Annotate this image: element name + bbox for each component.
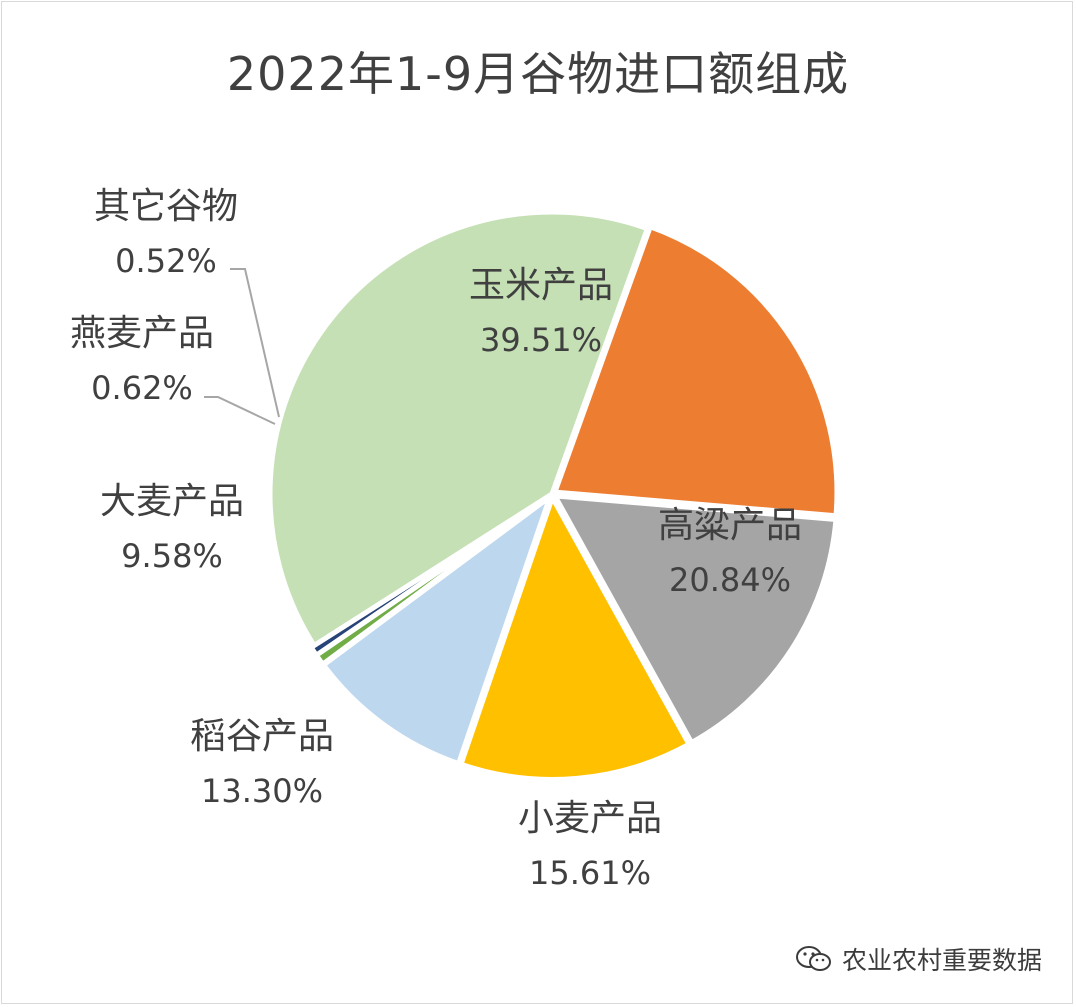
slice-label: 大麦产品 <box>100 481 244 522</box>
slice-value-label: 15.61% <box>529 854 651 892</box>
slice-label: 小麦产品 <box>518 798 662 839</box>
slice-value-label: 0.52% <box>115 242 217 280</box>
wechat-icon <box>795 946 831 971</box>
leader-line <box>204 396 276 425</box>
slice-label: 玉米产品 <box>469 265 613 306</box>
slice-label: 高粱产品 <box>658 505 802 546</box>
pie-slice <box>321 494 553 767</box>
slice-value-label: 13.30% <box>201 772 323 810</box>
slice-value-label: 39.51% <box>480 321 602 359</box>
slice-value-label: 20.84% <box>669 561 791 599</box>
pie-slice <box>552 224 840 519</box>
slice-value-label: 9.58% <box>121 537 223 575</box>
watermark: 农业农村重要数据 <box>794 941 1042 977</box>
slice-label: 燕麦产品 <box>70 313 214 354</box>
watermark-text: 农业农村重要数据 <box>841 946 1042 975</box>
slice-value-label: 0.62% <box>91 369 193 407</box>
leader-line <box>230 268 280 418</box>
slice-label: 稻谷产品 <box>190 716 334 757</box>
pie-slice <box>308 493 552 658</box>
pie-slice <box>458 494 692 782</box>
pie-slice <box>267 209 650 649</box>
slice-label: 其它谷物 <box>94 186 238 227</box>
chart-title: 2022年1-9月谷物进口额组成 <box>226 47 850 101</box>
pie-slice <box>552 493 839 746</box>
